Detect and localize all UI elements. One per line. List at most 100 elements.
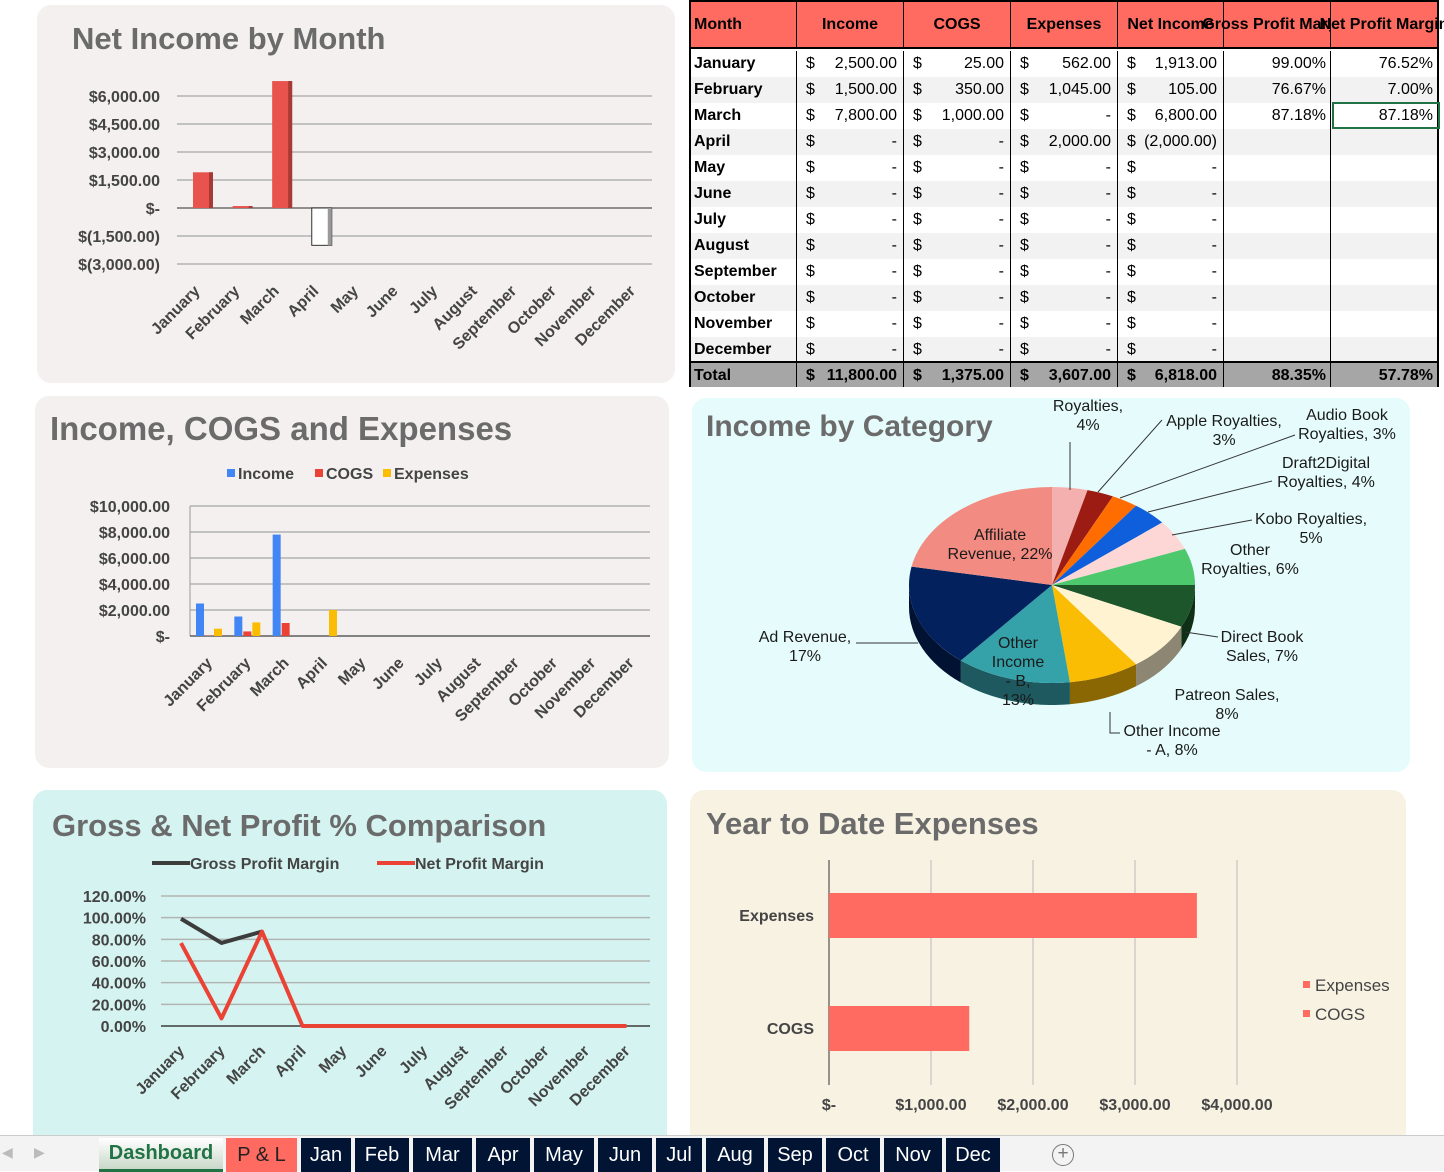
net-income-ytick-label: $(3,000.00) — [78, 257, 160, 274]
pie-label-line: Other — [1201, 541, 1299, 560]
ytd-bar-cogs — [829, 1006, 969, 1051]
net-income-ytick-label: $4,500.00 — [89, 117, 160, 134]
ice-bar-income — [234, 617, 242, 637]
sheet-tab-mar[interactable]: Mar — [413, 1138, 472, 1172]
net-income-ytick-label: $6,000.00 — [89, 89, 160, 106]
pie-label-line: Other Income — [1124, 722, 1221, 741]
net-income-xtick-label: April — [285, 283, 323, 321]
net-income-ytick-label: $- — [146, 201, 160, 218]
scroll-left-icon[interactable]: ◀ — [2, 1144, 13, 1161]
ice-bar-income — [273, 535, 281, 636]
ice-xtick-label: June — [369, 655, 407, 693]
margin-xtick-label: July — [396, 1043, 431, 1078]
margin-ytick-label: 20.00% — [92, 997, 146, 1014]
ice-ytick-label: $- — [156, 629, 170, 646]
pie-label-line: 4% — [1053, 416, 1123, 435]
margin-ytick-label: 60.00% — [92, 954, 146, 971]
sheet-tab-jul[interactable]: Jul — [656, 1138, 702, 1172]
pie-label: Apple Royalties,3% — [1166, 412, 1282, 450]
legend-label: Income — [238, 466, 294, 483]
margin-xtick-label: June — [352, 1043, 390, 1081]
net-income-ytick-label: $(1,500.00) — [78, 229, 160, 246]
pie-label-line: Royalties, 4% — [1277, 473, 1375, 492]
ice-bar-cogs — [282, 623, 290, 636]
net-income-xtick-label: July — [406, 283, 441, 318]
margin-ytick-label: 120.00% — [83, 889, 146, 906]
ice-bar-expenses — [252, 622, 260, 636]
pie-leader-line — [1172, 520, 1252, 535]
legend-swatch-cogs — [315, 469, 323, 477]
net-income-xtick-label: May — [328, 283, 362, 317]
margin-ytick-label: 0.00% — [101, 1019, 146, 1036]
pie-label-line: Sales, 7% — [1221, 647, 1304, 666]
ytd-legend-swatch — [1303, 981, 1310, 988]
ice-xtick-label: July — [411, 655, 446, 690]
pie-label: Royalties,4% — [1053, 397, 1123, 435]
net-income-xtick-label: June — [363, 283, 401, 321]
ice-xtick-label: May — [335, 655, 369, 689]
sheet-tab-p-l[interactable]: P & L — [226, 1138, 297, 1172]
sheet-tab-jan[interactable]: Jan — [301, 1138, 351, 1172]
legend-swatch-income — [227, 469, 235, 477]
pie-label: Patreon Sales,8% — [1175, 686, 1280, 724]
margin-xtick-label: April — [272, 1043, 310, 1081]
sheet-tab-jun[interactable]: Jun — [598, 1138, 652, 1172]
sheet-tab-aug[interactable]: Aug — [706, 1138, 764, 1172]
margin-xtick-label: March — [224, 1043, 269, 1088]
pie-leader-line — [1110, 712, 1120, 733]
pie-label-line: 13% — [992, 691, 1044, 710]
sheet-tab-may[interactable]: May — [534, 1138, 594, 1172]
pie-label-line: - B, — [992, 672, 1044, 691]
pie-label: Ad Revenue,17% — [759, 628, 852, 666]
legend-label: Net Profit Margin — [415, 856, 544, 873]
ytd-bar-expenses — [829, 893, 1197, 938]
ytd-xtick-label: $3,000.00 — [1099, 1097, 1170, 1114]
sheet-tab-dec[interactable]: Dec — [946, 1138, 1000, 1172]
ytd-category-label: COGS — [767, 1021, 814, 1038]
net-income-bar-side — [288, 81, 292, 208]
pie-label-line: Royalties, 3% — [1298, 425, 1396, 444]
ytd-legend-label: Expenses — [1315, 976, 1390, 995]
sheet-tab-feb[interactable]: Feb — [355, 1138, 409, 1172]
sheet-tab-sep[interactable]: Sep — [768, 1138, 822, 1172]
pie-label-line: - A, 8% — [1124, 741, 1221, 760]
ytd-legend-swatch — [1303, 1010, 1310, 1017]
pie-label-line: Royalties, 6% — [1201, 560, 1299, 579]
ice-bar-expenses — [214, 629, 222, 636]
ytd-xtick-label: $2,000.00 — [997, 1097, 1068, 1114]
net-income-bar-side — [209, 172, 213, 208]
margin-ytick-label: 80.00% — [92, 932, 146, 949]
sheet-tab-oct[interactable]: Oct — [826, 1138, 880, 1172]
ice-ytick-label: $10,000.00 — [90, 499, 170, 516]
pie-label-line: Patreon Sales, — [1175, 686, 1280, 705]
scroll-right-icon[interactable]: ▶ — [34, 1144, 45, 1161]
pie-label-line: Revenue, 22% — [948, 545, 1053, 564]
pie-label-line: Apple Royalties, — [1166, 412, 1282, 431]
sheet-tab-dashboard[interactable]: Dashboard — [99, 1138, 223, 1172]
ytd-xtick-label: $- — [822, 1097, 836, 1114]
ice-bar-expenses — [329, 610, 337, 636]
legend-label: Gross Profit Margin — [190, 856, 339, 873]
pie-leader-line — [1185, 632, 1218, 637]
ytd-xtick-label: $4,000.00 — [1201, 1097, 1272, 1114]
legend-swatch-expenses — [383, 469, 391, 477]
pie-label-line: Income — [992, 653, 1044, 672]
ice-bar-income — [196, 604, 204, 637]
ytd-legend-label: COGS — [1315, 1005, 1365, 1024]
sheet-tab-nov[interactable]: Nov — [884, 1138, 942, 1172]
pie-label-line: Royalties, — [1053, 397, 1123, 416]
pie-label-line: Other — [992, 634, 1044, 653]
ytd-category-label: Expenses — [739, 908, 814, 925]
pie-label-line: Kobo Royalties, — [1255, 510, 1367, 529]
ice-xtick-label: April — [293, 655, 331, 693]
ice-ytick-label: $6,000.00 — [99, 551, 170, 568]
sheet-tab-apr[interactable]: Apr — [476, 1138, 530, 1172]
pie-label-line: 17% — [759, 647, 852, 666]
plus-circle-icon[interactable]: + — [1052, 1144, 1074, 1166]
